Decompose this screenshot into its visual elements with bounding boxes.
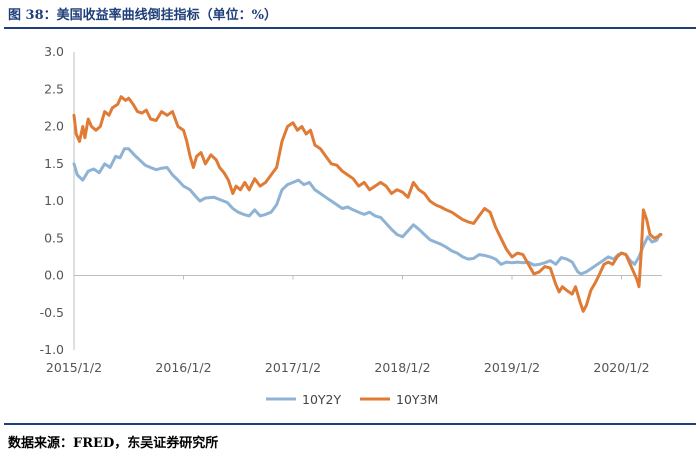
bottom-rule (4, 423, 696, 425)
y-tick-label: 2.5 (44, 81, 64, 96)
x-tick-label: 2015/1/2 (46, 360, 102, 375)
series-layer (72, 95, 663, 313)
y-tick-label: 0.0 (44, 268, 64, 283)
y-tick-label: 1.0 (44, 193, 64, 208)
y-tick-label: 0.5 (44, 230, 64, 245)
x-axis-tick-labels: 2015/1/2 2016/1/2 2017/1/2 2018/1/2 2019/1/2… (46, 360, 650, 375)
y-tick-label: 3.0 (44, 44, 64, 59)
x-tick-label: 2017/1/2 (265, 360, 321, 375)
y-tick-label: 2.0 (44, 119, 64, 134)
y-tick-label: -0.5 (40, 305, 64, 320)
x-tick-label: 2019/1/2 (484, 360, 540, 375)
series-line-10y2y (72, 147, 662, 276)
legend: 10Y2Y 10Y3M (266, 392, 438, 407)
top-rule (4, 27, 696, 29)
legend-label-10y3m: 10Y3M (396, 392, 438, 407)
figure-title: 图 38：美国收益率曲线倒挂指标（单位：%） (8, 8, 277, 23)
y-tick-label: -1.0 (40, 342, 64, 357)
grid-layer (73, 52, 662, 350)
source-note: 数据来源：FRED，东吴证券研究所 (8, 436, 219, 451)
legend-label-10y2y: 10Y2Y (302, 392, 341, 407)
x-tick-label: 2018/1/2 (374, 360, 430, 375)
y-tick-label: 1.5 (44, 156, 64, 171)
series-line-10y3m (72, 95, 663, 313)
y-axis-tick-labels: 3.0 2.5 2.0 1.5 1.0 0.5 0.0 -0.5 -1.0 (40, 44, 64, 357)
x-tick-label: 2016/1/2 (155, 360, 211, 375)
x-tick-label: 2020/1/2 (593, 360, 649, 375)
